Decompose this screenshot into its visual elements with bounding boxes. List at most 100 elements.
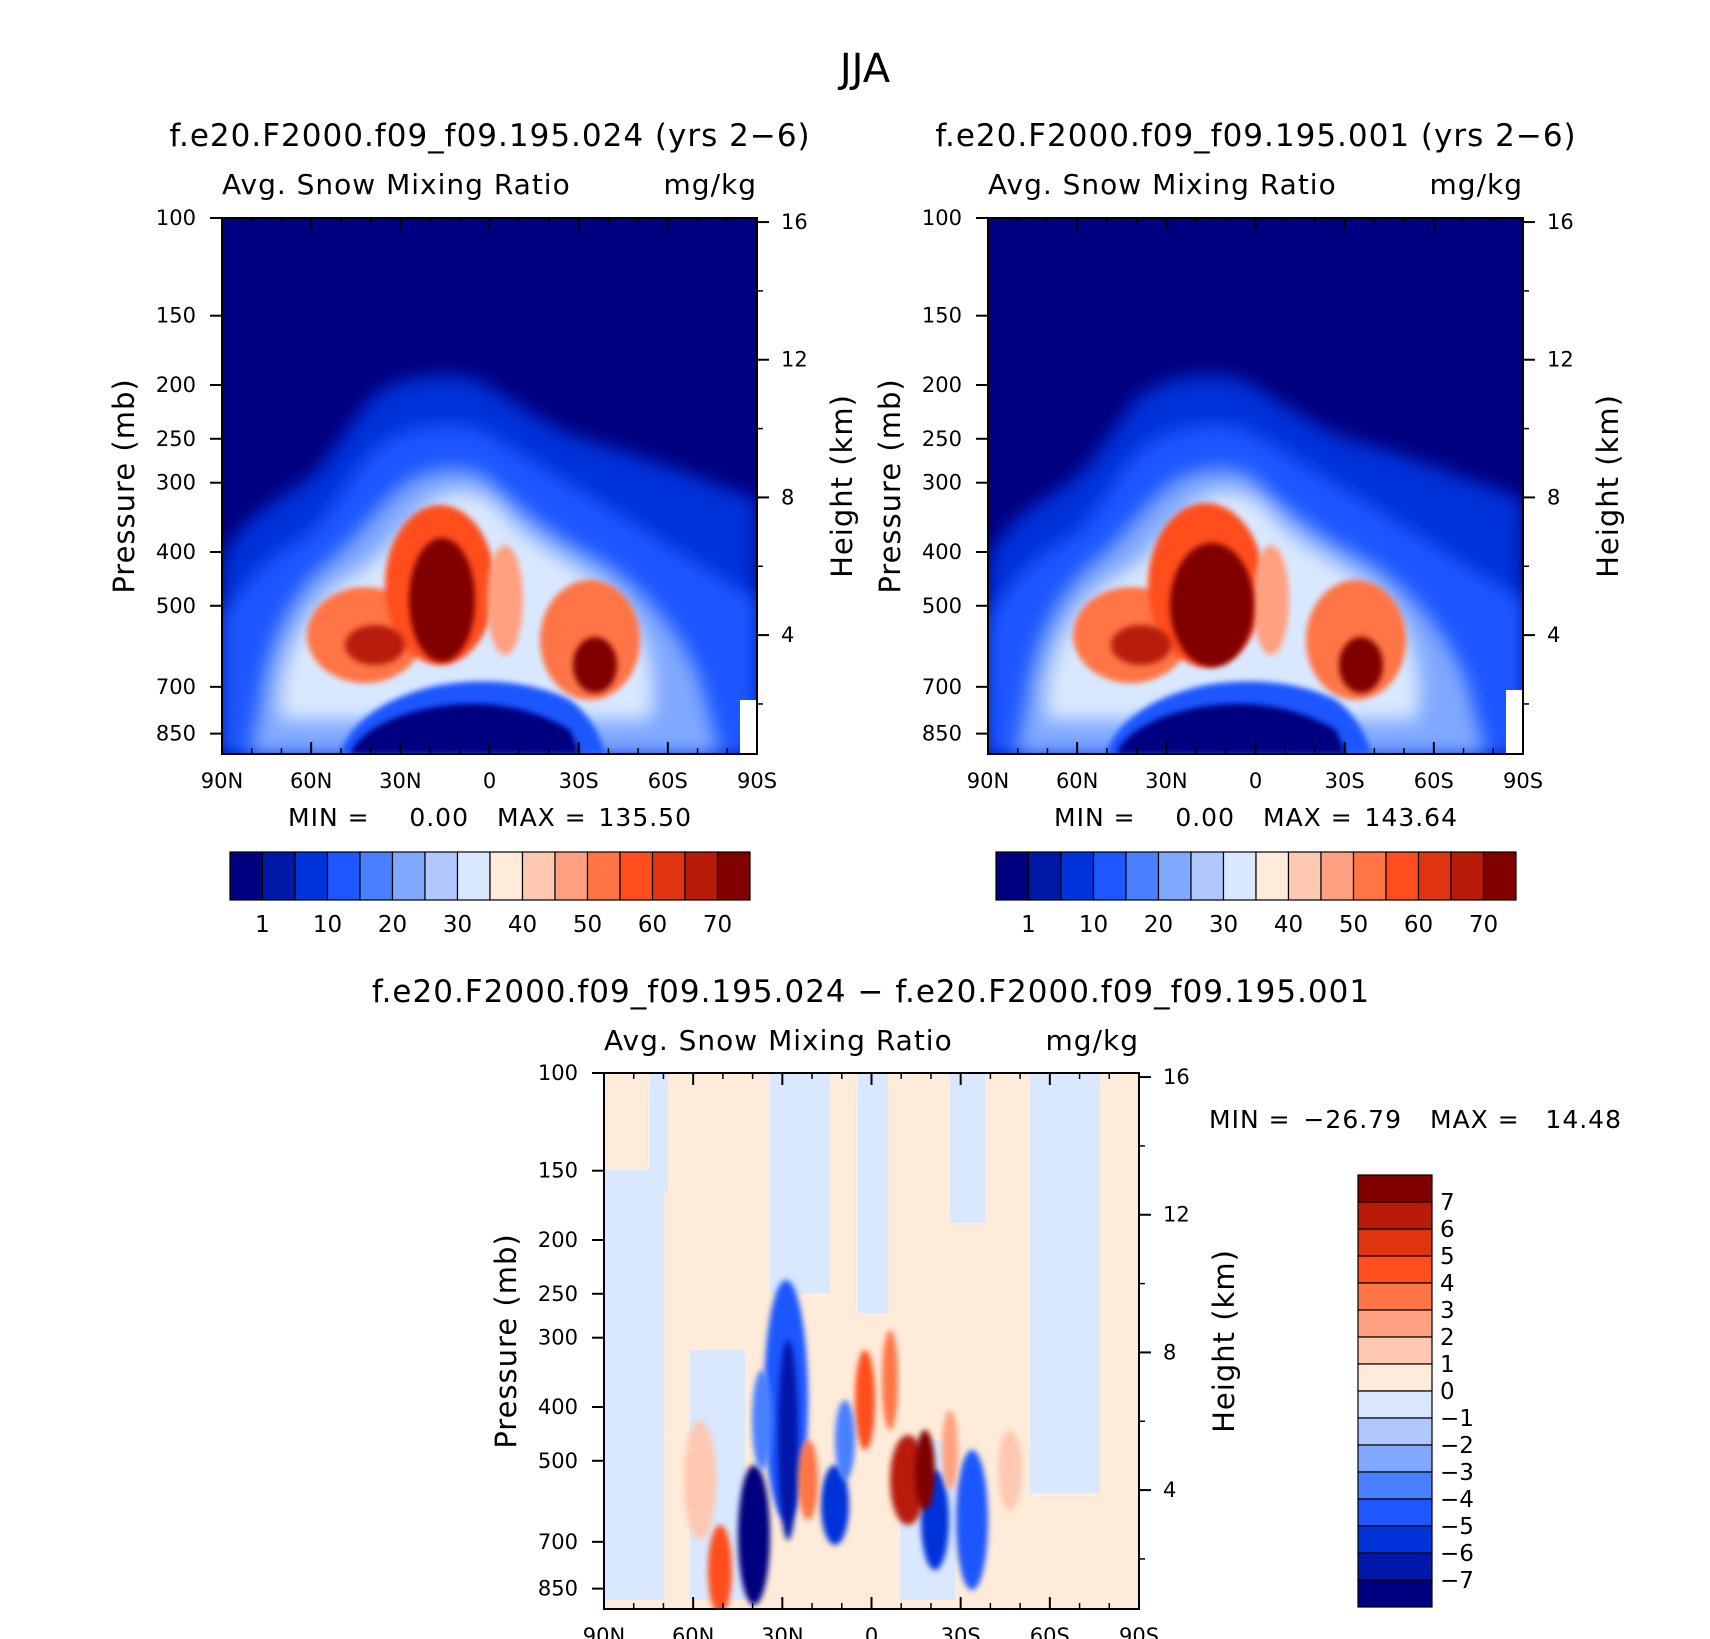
y-right-tick-label: 16 <box>781 210 808 234</box>
plot-area <box>988 218 1523 754</box>
min-label: MIN = <box>1209 1105 1291 1134</box>
colorbar-swatch <box>1357 1282 1433 1311</box>
colorbar-swatch <box>651 851 686 901</box>
y-right-tick-label: 8 <box>781 485 794 509</box>
colorbar-label: −4 <box>1440 1487 1474 1513</box>
max-label: MAX = <box>1430 1105 1520 1134</box>
colorbar-label: 30 <box>443 912 472 938</box>
axis-ticks: 90N 60N 30N 0 30S 60S 90S 100 150 200 250 300 400 500… <box>156 206 808 793</box>
contour-pos-strong <box>942 1410 958 1490</box>
contour-pos-strong <box>882 1330 898 1430</box>
colorbar-swatch <box>684 851 719 901</box>
contour-neg-band <box>950 1073 985 1223</box>
colorbar-label: 50 <box>573 912 602 938</box>
contour-pos-weak <box>998 1430 1022 1510</box>
y-tick-label: 100 <box>538 1061 578 1085</box>
colorbar-swatch <box>1157 851 1192 901</box>
colorbar-swatch <box>1357 1552 1433 1581</box>
colorbar-swatch <box>1357 1174 1433 1203</box>
x-tick-label: 90N <box>967 769 1009 793</box>
y-tick-label: 200 <box>922 373 962 397</box>
contour-neg-strong <box>778 1340 798 1540</box>
max-value: 143.64 <box>1365 803 1458 832</box>
contour-pos-strong <box>855 1350 875 1450</box>
x-tick-label: 90N <box>583 1624 625 1639</box>
plot-area <box>222 218 757 754</box>
contour-pos-strong <box>798 1440 818 1520</box>
y-tick-label: 300 <box>538 1326 578 1350</box>
contour-band-50 <box>487 545 523 655</box>
contour-low-core <box>350 703 580 754</box>
colorbar-label: 40 <box>508 912 537 938</box>
contour-pole-strip <box>1506 690 1523 754</box>
colorbar-swatch <box>294 851 329 901</box>
colorbar-label: 10 <box>1079 912 1108 938</box>
colorbar-label: −2 <box>1440 1433 1474 1459</box>
colorbar-swatch <box>229 851 264 901</box>
panel-title: f.e20.F2000.f09_f09.195.024 − f.e20.F200… <box>372 974 1370 1010</box>
x-tick-label: 60S <box>1414 769 1454 793</box>
colorbar-swatch <box>1357 1498 1433 1527</box>
y-tick-label: 150 <box>156 304 196 328</box>
y-tick-label: 400 <box>156 540 196 564</box>
colorbar-swatch <box>359 851 394 901</box>
colorbar-swatch <box>1357 1525 1433 1554</box>
colorbar-swatch <box>326 851 361 901</box>
y-tick-label: 700 <box>538 1530 578 1554</box>
contour-max <box>1111 625 1171 665</box>
y-tick-label: 850 <box>538 1577 578 1601</box>
field-contours <box>222 375 757 754</box>
y-axis-title: Pressure (mb) <box>873 378 907 593</box>
y-right-tick-label: 8 <box>1547 485 1560 509</box>
units-label: mg/kg <box>1430 168 1523 201</box>
contour-neg-weak <box>752 1370 772 1470</box>
y-right-tick-label: 8 <box>1163 1340 1176 1364</box>
y-tick-label: 700 <box>156 675 196 699</box>
contour-pos-weak <box>684 1420 716 1540</box>
colorbar-label: 50 <box>1339 912 1368 938</box>
colorbar-swatch <box>1357 1363 1433 1392</box>
units-label: mg/kg <box>1046 1024 1139 1057</box>
colorbar-swatch <box>1385 851 1420 901</box>
colorbar-label: 3 <box>1440 1298 1455 1324</box>
contour-band-50 <box>1253 545 1289 655</box>
y-axis-right-title: Height (km) <box>1207 1249 1241 1433</box>
contour-neg-band <box>770 1073 830 1293</box>
y-right-tick-label: 16 <box>1547 210 1574 234</box>
y-right-tick-label: 4 <box>1547 623 1560 647</box>
y-right-tick-label: 12 <box>1163 1203 1190 1227</box>
y-tick-label: 500 <box>538 1449 578 1473</box>
colorbar-swatch <box>1357 1201 1433 1230</box>
x-tick-label: 0 <box>1249 769 1262 793</box>
y-axis-title: Pressure (mb) <box>489 1233 523 1448</box>
y-tick-label: 250 <box>922 427 962 451</box>
colorbar-label: 60 <box>638 912 667 938</box>
colorbar-swatch <box>456 851 491 901</box>
colorbar-swatch <box>1417 851 1452 901</box>
colorbar-label: 60 <box>1404 912 1433 938</box>
contour-max <box>1170 543 1254 667</box>
y-right-tick-label: 12 <box>781 348 808 372</box>
colorbar-label: 70 <box>703 912 732 938</box>
x-tick-label: 30S <box>559 769 599 793</box>
y-tick-label: 150 <box>922 304 962 328</box>
x-tick-label: 30N <box>379 769 421 793</box>
x-tick-label: 30N <box>1145 769 1187 793</box>
colorbar-label: 1 <box>1021 912 1036 938</box>
colorbar-label: 0 <box>1440 1379 1455 1405</box>
x-tick-label: 60N <box>1056 769 1098 793</box>
colorbar-swatch <box>1357 1444 1433 1473</box>
colorbar-swatch <box>1255 851 1290 901</box>
colorbar-swatch <box>1482 851 1517 901</box>
x-tick-label: 60N <box>672 1624 714 1639</box>
contour-max <box>345 625 405 665</box>
colorbar-label: 7 <box>1440 1190 1455 1216</box>
y-tick-label: 150 <box>538 1159 578 1183</box>
colorbar-swatch <box>1357 1417 1433 1446</box>
x-tick-label: 60S <box>1030 1624 1070 1639</box>
colorbar-swatch <box>489 851 524 901</box>
y-tick-label: 700 <box>922 675 962 699</box>
contour-pole-strip <box>740 700 757 754</box>
